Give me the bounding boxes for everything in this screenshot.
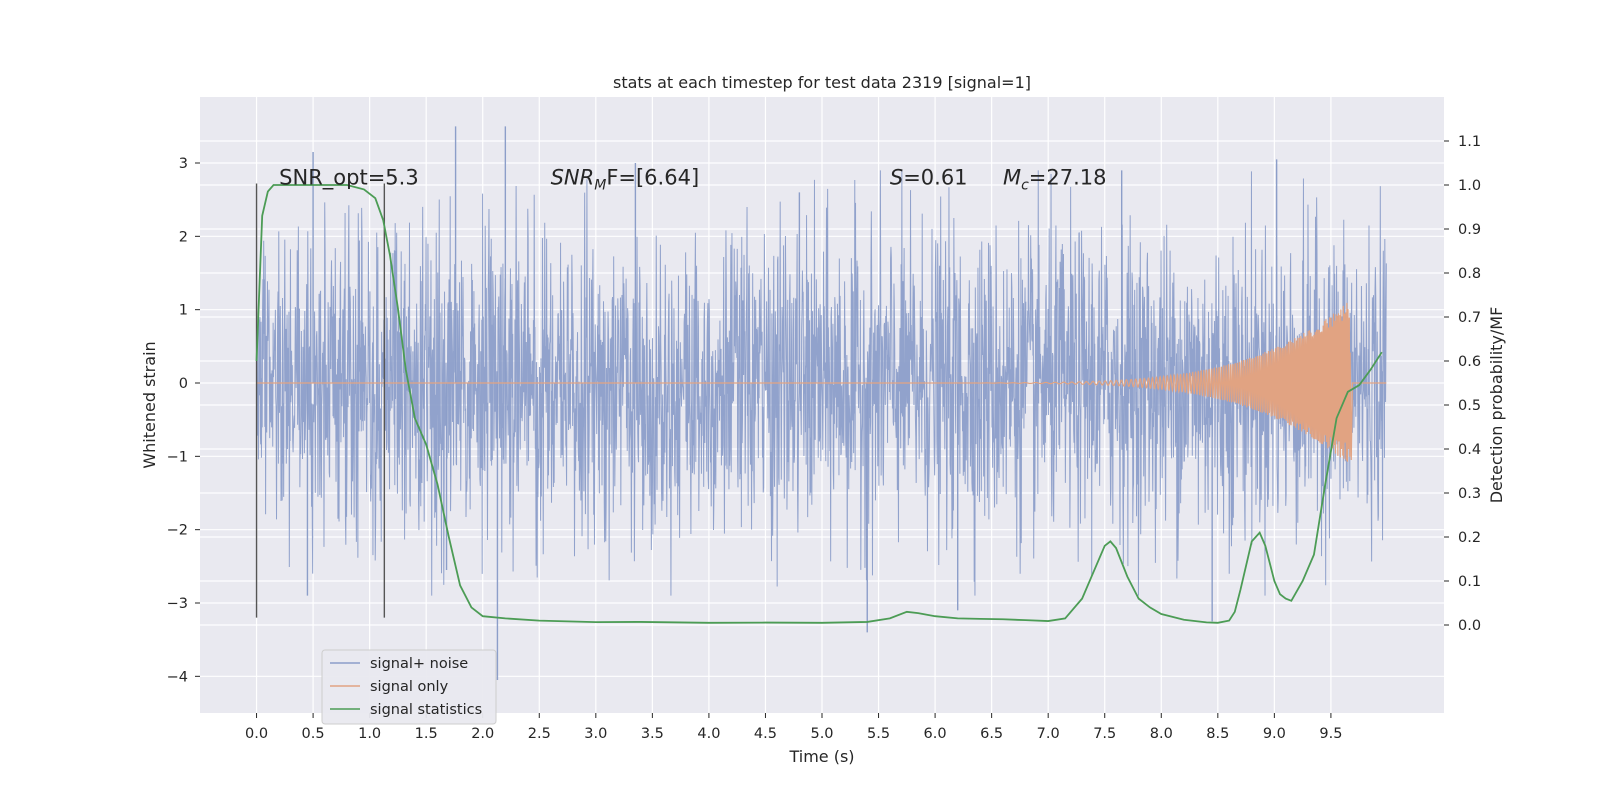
y2-tick-label: 0.7 <box>1458 310 1481 326</box>
y-tick-label: 3 <box>179 156 188 172</box>
x-tick-label: 8.5 <box>1206 726 1229 742</box>
x-tick-label: 6.0 <box>924 726 947 742</box>
x-tick-label: 1.0 <box>358 726 381 742</box>
y-tick-label: −3 <box>167 596 188 612</box>
y2-tick-label: 0.9 <box>1458 222 1481 238</box>
chart-title: stats at each timestep for test data 231… <box>613 73 1031 92</box>
y-tick-label: 2 <box>179 229 188 245</box>
signal-noise-series <box>256 126 1387 680</box>
x-tick-label: 2.5 <box>528 726 551 742</box>
x-tick-label: 0.5 <box>302 726 325 742</box>
x-tick-label: 1.5 <box>415 726 438 742</box>
x-tick-label: 5.5 <box>867 726 890 742</box>
y2-tick-label: 0.5 <box>1458 398 1481 414</box>
y2-tick-label: 0.8 <box>1458 266 1481 282</box>
signal-statistics-line <box>255 184 1383 624</box>
annotation-text: Mc=27.18 <box>1003 166 1107 194</box>
y2-tick-label: 0.4 <box>1458 442 1481 458</box>
y2-tick-label: 0.1 <box>1458 574 1481 590</box>
annotation-text: SNRMF=[6.64] <box>551 166 700 194</box>
x-axis-label: Time (s) <box>788 747 854 766</box>
x-tick-label: 6.5 <box>980 726 1003 742</box>
signal-only-series <box>256 302 1387 462</box>
annotations: SNR_opt=5.3 SNRMF=[6.64] S=0.61 Mc=27.18 <box>279 166 1106 194</box>
legend-label-signal-noise: signal+ noise <box>370 656 468 672</box>
y-tick-label: 1 <box>179 303 188 319</box>
x-tick-label: 7.5 <box>1093 726 1116 742</box>
y2-tick-label: 1.1 <box>1458 134 1481 150</box>
y-tick-label: −4 <box>167 669 188 685</box>
y2-axis-label: Detection probability/MF <box>1487 307 1506 504</box>
x-tick-label: 9.0 <box>1263 726 1286 742</box>
x-tick-label: 2.0 <box>471 726 494 742</box>
vertical-markers <box>255 183 386 618</box>
y-axis-ticks: 3 2 1 0 −1 −2 −3 −4 <box>167 156 200 685</box>
annotation-text: S=0.61 <box>890 166 968 190</box>
x-tick-label: 4.5 <box>754 726 777 742</box>
x-tick-label: 3.0 <box>584 726 607 742</box>
legend: signal+ noise signal only signal statist… <box>321 649 497 725</box>
y-axis-label: Whitened strain <box>140 341 159 468</box>
y2-tick-label: 0.3 <box>1458 486 1481 502</box>
y2-tick-label: 0.6 <box>1458 354 1481 370</box>
y-tick-label: −1 <box>167 449 188 465</box>
x-axis-ticks: 0.0 0.5 1.0 1.5 2.0 2.5 3.0 3.5 4.0 4.5 5.0 5.5 6.0 6… <box>245 713 1342 742</box>
x-tick-label: 5.0 <box>810 726 833 742</box>
legend-label-signal-statistics: signal statistics <box>370 702 482 718</box>
x-tick-label: 7.0 <box>1037 726 1060 742</box>
legend-label-signal-only: signal only <box>370 679 449 695</box>
y2-axis-ticks: 1.1 1.0 0.9 0.8 0.7 0.6 0.5 0.4 0.3 0.2 0.1 0.0 <box>1444 134 1481 634</box>
x-tick-label: 9.5 <box>1319 726 1342 742</box>
signal-statistics-series <box>255 184 1383 624</box>
x-tick-label: 0.0 <box>245 726 268 742</box>
y2-tick-label: 0.0 <box>1458 618 1481 634</box>
signal-only-line <box>256 302 1387 462</box>
x-tick-label: 4.0 <box>697 726 720 742</box>
x-tick-label: 3.5 <box>641 726 664 742</box>
x-tick-label: 8.0 <box>1150 726 1173 742</box>
signal-noise-line <box>256 170 1387 596</box>
legend-box <box>321 649 497 725</box>
y-tick-label: 0 <box>179 376 188 392</box>
y2-tick-label: 0.2 <box>1458 530 1481 546</box>
annotation-text: SNR_opt=5.3 <box>279 166 419 191</box>
y-tick-label: −2 <box>167 523 188 539</box>
y2-tick-label: 1.0 <box>1458 178 1481 194</box>
